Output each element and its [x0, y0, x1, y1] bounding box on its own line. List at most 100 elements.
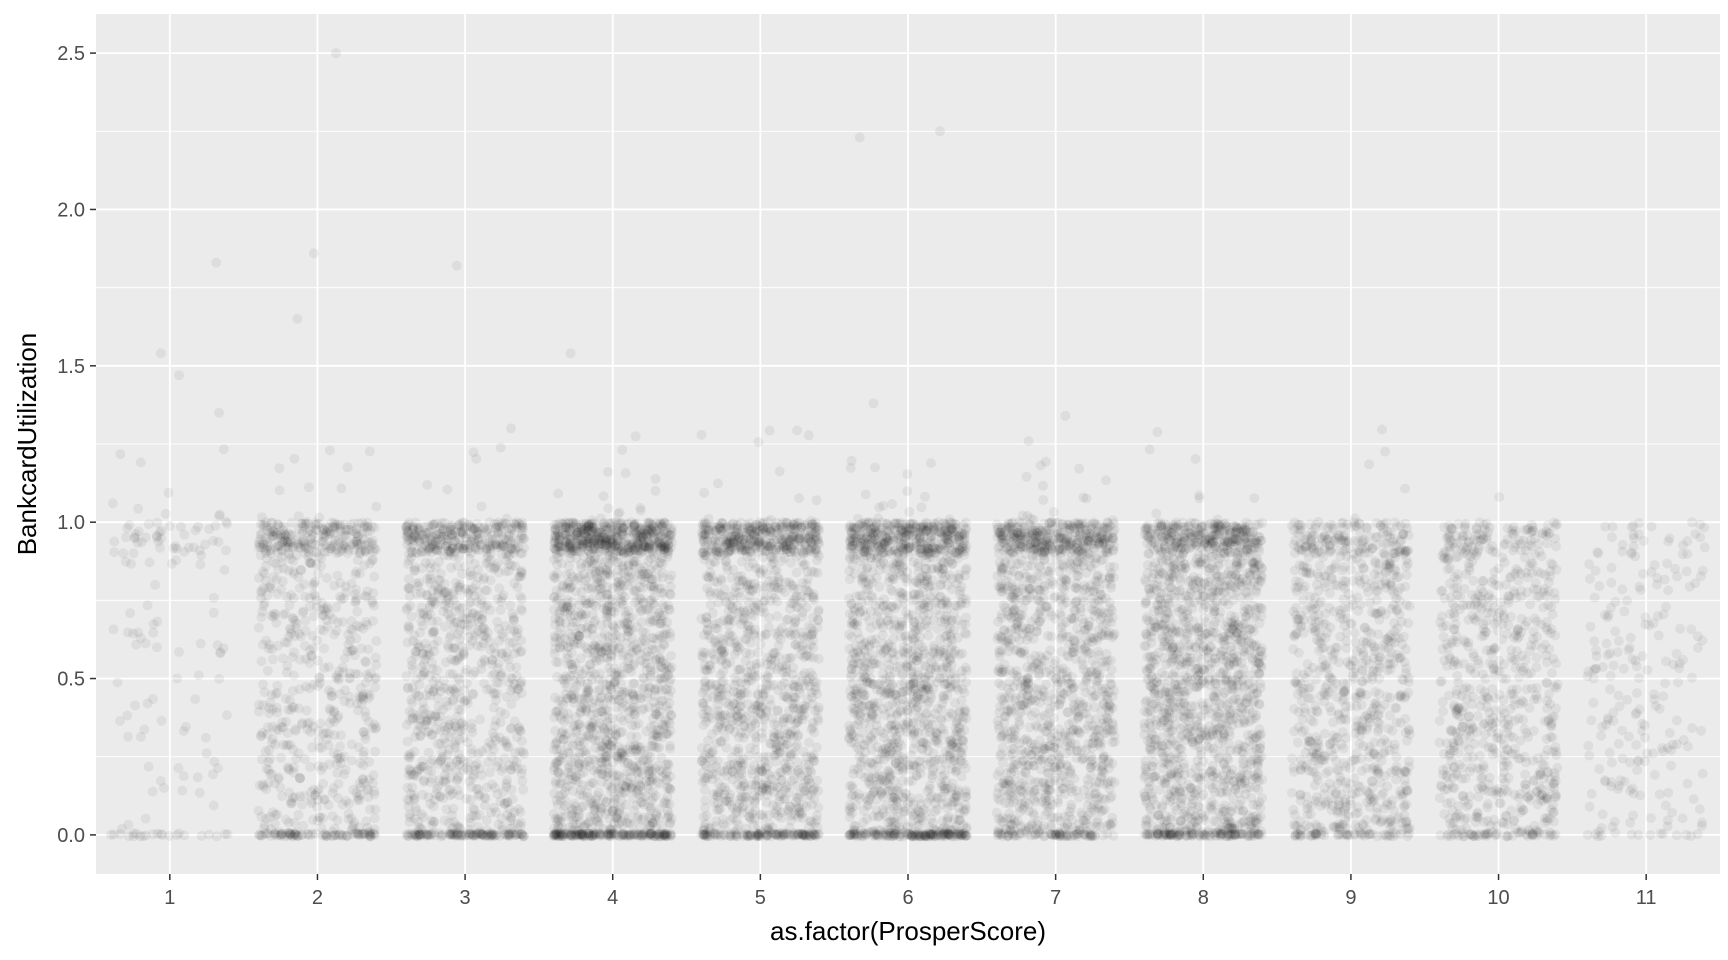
data-point	[774, 466, 785, 477]
data-point	[630, 720, 641, 731]
data-point	[344, 668, 355, 679]
data-point	[133, 627, 144, 638]
data-point	[107, 498, 118, 509]
data-point	[550, 776, 561, 787]
data-point	[632, 595, 643, 606]
data-point	[404, 548, 415, 559]
data-point	[138, 831, 149, 842]
data-point	[277, 557, 288, 568]
data-point	[360, 617, 371, 627]
data-point	[699, 664, 710, 675]
data-point	[794, 493, 805, 504]
data-point	[177, 785, 188, 796]
data-point	[650, 485, 661, 496]
data-point	[358, 750, 369, 761]
data-point	[222, 518, 232, 529]
data-point	[140, 532, 151, 543]
data-point	[588, 830, 599, 841]
data-point	[617, 445, 628, 455]
data-point	[560, 542, 571, 553]
data-point	[316, 765, 327, 776]
data-point	[590, 799, 601, 810]
data-point	[157, 829, 168, 840]
data-point	[274, 827, 284, 838]
data-point	[129, 532, 140, 543]
data-point	[352, 698, 363, 709]
data-point	[466, 744, 477, 755]
data-point	[597, 632, 608, 643]
data-points	[105, 48, 1710, 842]
data-point	[581, 702, 592, 713]
data-point	[471, 829, 482, 839]
data-point	[267, 644, 278, 655]
data-point	[337, 616, 348, 627]
data-point	[713, 722, 724, 733]
data-point	[616, 594, 626, 605]
data-point	[497, 762, 508, 773]
data-point	[152, 517, 163, 528]
data-point	[623, 559, 634, 570]
data-point	[555, 623, 566, 633]
data-point	[603, 503, 614, 514]
data-point	[446, 529, 457, 540]
data-point	[488, 829, 499, 840]
data-point	[196, 830, 207, 841]
data-point	[445, 669, 456, 679]
data-point	[118, 548, 129, 559]
data-point	[584, 720, 594, 731]
data-point	[646, 775, 657, 786]
data-point	[403, 573, 414, 584]
data-point	[811, 495, 822, 506]
data-point	[776, 812, 787, 823]
data-point	[665, 771, 676, 782]
data-point	[304, 645, 315, 656]
data-point	[566, 829, 577, 840]
data-point	[301, 654, 311, 664]
data-point	[259, 598, 270, 609]
data-point	[592, 790, 603, 801]
data-point	[781, 628, 791, 639]
data-point	[194, 545, 205, 556]
data-point	[329, 629, 340, 640]
data-point	[663, 809, 674, 820]
data-point	[278, 532, 289, 542]
data-point	[410, 646, 421, 657]
data-point	[369, 813, 380, 824]
data-point	[665, 524, 676, 535]
data-point	[331, 545, 342, 555]
data-point	[143, 761, 154, 772]
data-point	[354, 691, 365, 702]
data-point	[733, 760, 744, 771]
data-point	[277, 791, 287, 802]
data-point	[295, 631, 306, 642]
data-point	[302, 527, 313, 538]
data-point	[208, 800, 219, 811]
data-point	[641, 658, 652, 669]
data-point	[478, 638, 489, 649]
data-point	[112, 677, 123, 688]
data-point	[323, 685, 334, 696]
data-point	[406, 611, 417, 622]
data-point	[516, 571, 527, 582]
data-point	[360, 546, 371, 557]
data-point	[307, 828, 318, 839]
data-point	[151, 530, 162, 541]
data-point	[460, 695, 471, 706]
data-point	[332, 713, 343, 724]
data-point	[331, 625, 342, 636]
data-point	[580, 575, 591, 586]
data-point	[416, 587, 427, 598]
data-point	[599, 569, 610, 580]
data-point	[341, 830, 352, 841]
data-point	[291, 550, 302, 561]
data-point	[173, 763, 184, 774]
data-point	[283, 565, 294, 576]
data-point	[289, 453, 300, 464]
data-point	[283, 704, 294, 715]
data-point	[155, 776, 166, 786]
data-point	[140, 830, 151, 841]
data-point	[253, 805, 264, 816]
data-point	[190, 525, 201, 536]
data-point	[601, 612, 612, 623]
